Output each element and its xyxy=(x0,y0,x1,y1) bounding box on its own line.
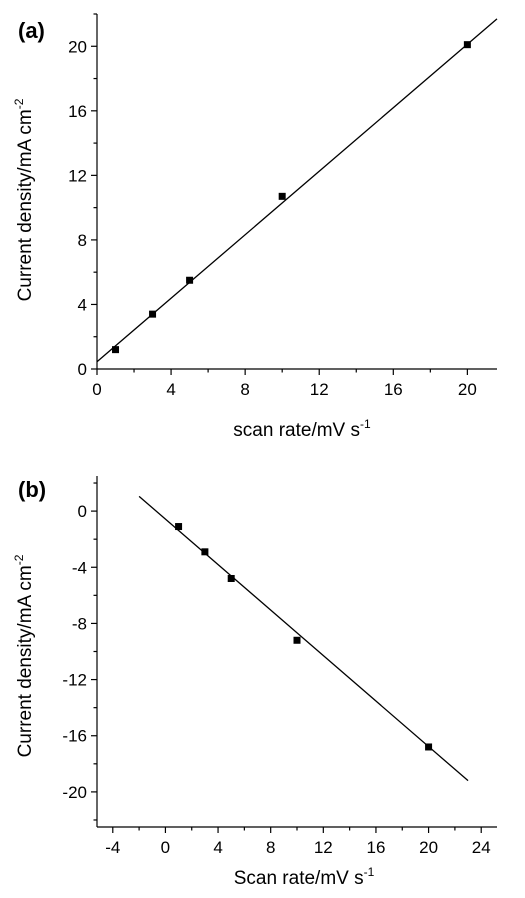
x-tick-label: 20 xyxy=(419,838,438,857)
data-point xyxy=(227,574,235,582)
panel-a-points xyxy=(112,41,471,354)
y-tick-label: 8 xyxy=(78,231,87,250)
panel-b-x-title: Scan rate/mV s-1 xyxy=(234,865,375,889)
y-tick-label: -20 xyxy=(62,783,87,802)
panel-a-fit xyxy=(96,18,498,363)
panel-a-axes xyxy=(96,14,497,370)
x-tick-label: 4 xyxy=(213,838,222,857)
y-tick-label: 12 xyxy=(68,166,87,185)
x-tick-label: -4 xyxy=(105,838,120,857)
y-tick-label: 0 xyxy=(78,502,87,521)
panel-label-b: (b) xyxy=(18,477,46,502)
fit-line xyxy=(138,495,469,782)
x-tick-label: 0 xyxy=(92,380,101,399)
y-tick-label: -4 xyxy=(72,558,87,577)
x-tick-label: 12 xyxy=(314,838,333,857)
data-point xyxy=(186,276,194,284)
panel-b-fit xyxy=(138,495,469,782)
x-tick-label: 8 xyxy=(266,838,275,857)
panel-b: (b) -4 0 4 8 12 16 20 24 0 -4 -8 -12 -16 -20 Scan rat… xyxy=(12,476,497,889)
fit-line xyxy=(96,18,498,363)
data-point xyxy=(425,743,433,751)
y-tick-label: 0 xyxy=(78,360,87,379)
x-tick-label: 8 xyxy=(240,380,249,399)
data-point xyxy=(149,310,157,318)
y-tick-label: 4 xyxy=(78,295,87,314)
panel-b-y-title: Current density/mA cm-2 xyxy=(12,554,36,757)
data-point xyxy=(278,192,286,200)
x-tick-label: 24 xyxy=(472,838,491,857)
panel-a-ticks: 0 4 8 12 16 20 0 4 8 12 16 20 xyxy=(68,13,477,399)
y-tick-label: 16 xyxy=(68,102,87,121)
panel-a-y-title: Current density/mA cm-2 xyxy=(12,98,36,301)
x-tick-label: 16 xyxy=(384,380,403,399)
panel-b-ticks: -4 0 4 8 12 16 20 24 0 -4 -8 -12 -16 -20 xyxy=(62,482,491,857)
panel-b-axes xyxy=(96,476,497,828)
data-point xyxy=(463,41,471,49)
data-point xyxy=(201,548,209,556)
x-tick-label: 16 xyxy=(366,838,385,857)
x-tick-label: 12 xyxy=(310,380,329,399)
y-tick-label: -8 xyxy=(72,614,87,633)
panel-b-points xyxy=(175,523,433,751)
y-tick-label: -16 xyxy=(62,727,87,746)
data-point xyxy=(112,346,120,354)
x-tick-label: 4 xyxy=(166,380,175,399)
y-tick-label: 20 xyxy=(68,37,87,56)
x-tick-label: 20 xyxy=(458,380,477,399)
panel-label-a: (a) xyxy=(18,18,45,43)
data-point xyxy=(175,523,183,531)
x-tick-label: 0 xyxy=(161,838,170,857)
y-tick-label: -12 xyxy=(62,671,87,690)
panel-a-x-title: scan rate/mV s-1 xyxy=(233,417,371,441)
data-point xyxy=(293,636,301,644)
